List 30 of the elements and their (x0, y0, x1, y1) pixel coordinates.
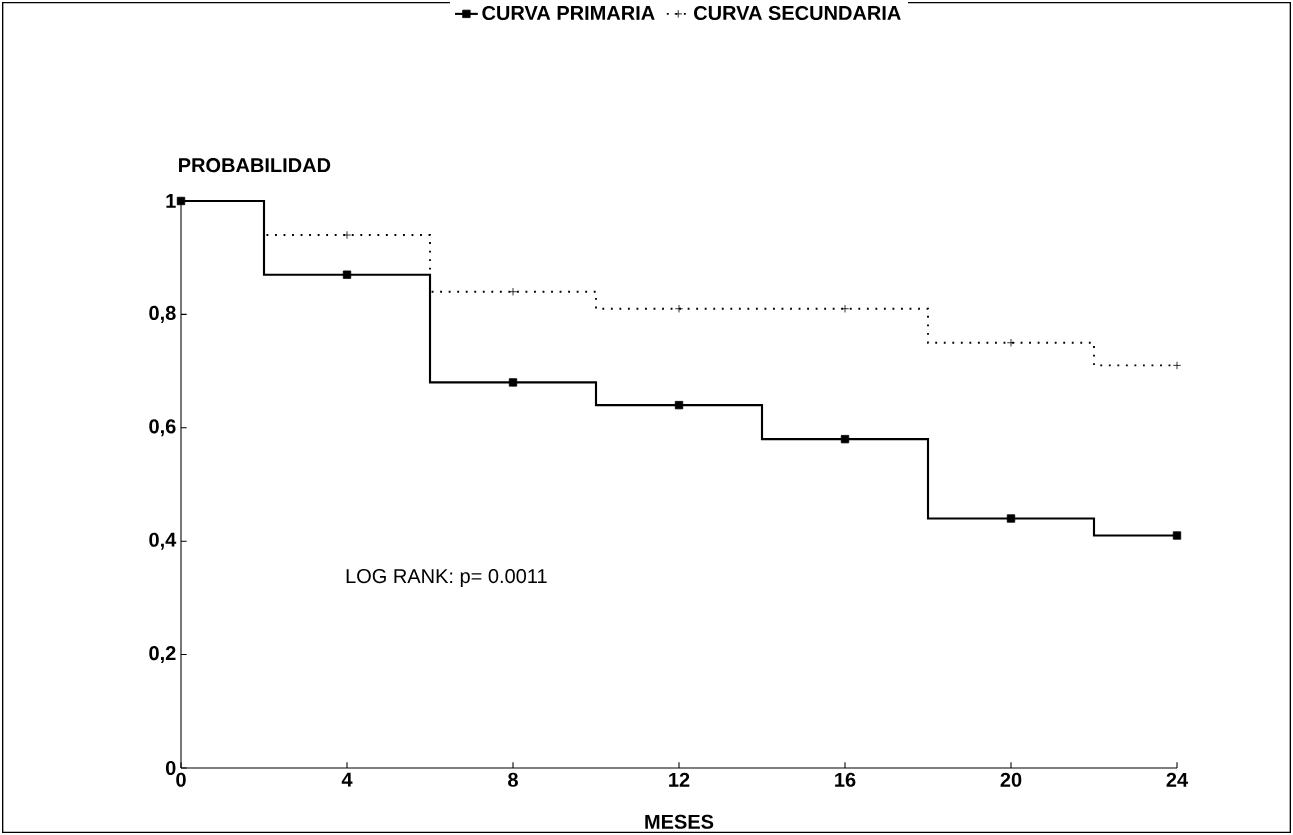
x-tick-label: 8 (508, 772, 518, 787)
point (840, 434, 850, 444)
annotation: LOG RANK: p= 0.0011 (346, 568, 547, 588)
x-tick-label: 4 (341, 772, 353, 787)
y-tick-label: 0,6 (149, 419, 176, 437)
y-tick-label: 0,8 (149, 305, 176, 323)
x-tick-label: 20 (1000, 772, 1022, 787)
x-tick-label: 0 (176, 772, 186, 787)
x-tick-label: 12 (669, 772, 690, 787)
point (840, 304, 850, 313)
point (674, 400, 684, 410)
legend-label: CURVA PRIMARIA (482, 5, 655, 21)
point (342, 270, 352, 279)
point (1006, 514, 1016, 523)
y-tick-label: 0 (165, 760, 176, 776)
point (342, 230, 352, 240)
point (508, 287, 518, 296)
x-tick-label: 24 (1166, 772, 1189, 787)
y-tick-label: 0,2 (149, 646, 176, 664)
y-tick-label: 0,4 (149, 532, 177, 550)
point (1172, 361, 1182, 370)
point (674, 304, 684, 313)
x-tick-label: 16 (835, 772, 856, 787)
y-axis-title: PROBABILIDAD (179, 158, 331, 173)
y-tick-label: 1 (166, 194, 176, 208)
point (1172, 531, 1182, 540)
point (508, 378, 518, 387)
x-axis-title: MESES (645, 814, 714, 829)
point (1006, 338, 1016, 347)
legend-label: CURVA SECUNDARIA (694, 5, 901, 21)
